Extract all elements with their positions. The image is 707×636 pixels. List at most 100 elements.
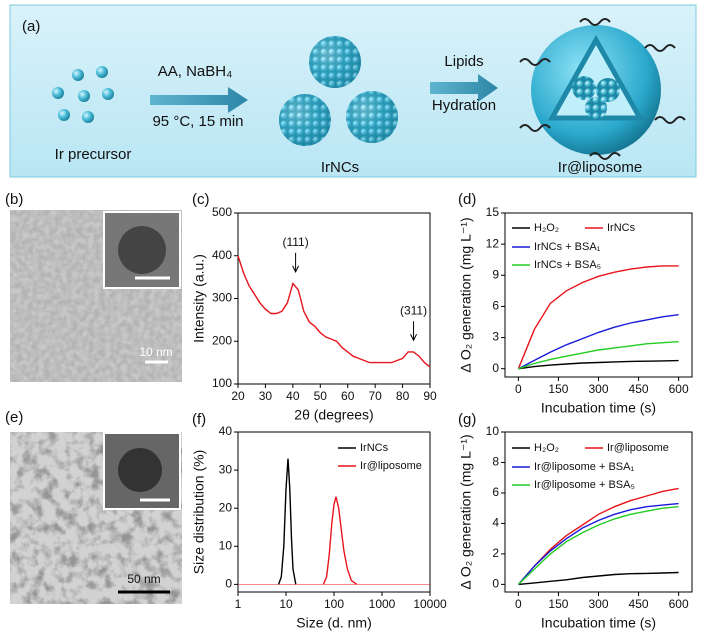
x-tick-label: 450 bbox=[629, 597, 649, 611]
y-tick-label: 0 bbox=[492, 361, 499, 375]
y-tick-label: 3 bbox=[492, 330, 499, 344]
scale-label: 50 nm bbox=[127, 572, 160, 586]
annotation: (311) bbox=[400, 303, 427, 317]
series-line bbox=[517, 502, 679, 585]
y-axis-label: Δ O₂ generation (mg L⁻¹) bbox=[458, 434, 474, 589]
x-tick-label: 80 bbox=[396, 389, 410, 403]
series-line bbox=[517, 487, 679, 585]
y-tick-label: 9 bbox=[492, 267, 499, 281]
series-line bbox=[517, 265, 679, 369]
x-tick-label: 40 bbox=[286, 389, 300, 403]
y-tick-label: 10 bbox=[219, 538, 233, 552]
y-tick-label: 40 bbox=[219, 424, 233, 438]
series-line bbox=[517, 506, 679, 585]
x-tick-label: 0 bbox=[515, 382, 522, 396]
series-line bbox=[518, 314, 679, 370]
legend-label: Ir@liposome + BSA₅ bbox=[534, 479, 635, 491]
x-tick-label: 10 bbox=[279, 597, 293, 611]
x-tick-label: 150 bbox=[548, 597, 568, 611]
y-tick-label: 0 bbox=[492, 577, 499, 591]
x-tick-label: 30 bbox=[259, 389, 273, 403]
x-tick-label: 0 bbox=[515, 597, 522, 611]
y-tick-label: 400 bbox=[212, 248, 232, 262]
item-label: Ir@liposome bbox=[558, 159, 642, 176]
panel-label: (a) bbox=[22, 18, 40, 35]
y-axis-label: Intensity (a.u.) bbox=[191, 254, 207, 343]
x-tick-label: 600 bbox=[669, 597, 689, 611]
y-tick-label: 10 bbox=[486, 424, 500, 438]
y-tick-label: 30 bbox=[219, 462, 233, 476]
y-tick-label: 20 bbox=[219, 500, 233, 514]
plot-frame bbox=[504, 212, 693, 378]
series-line bbox=[518, 341, 679, 370]
x-tick-label: 450 bbox=[629, 382, 649, 396]
nanoclusters bbox=[279, 36, 398, 146]
y-tick-label: 4 bbox=[492, 516, 499, 530]
x-tick-label: 300 bbox=[588, 597, 608, 611]
annotation-arrowhead bbox=[292, 265, 300, 273]
panel-label: (g) bbox=[458, 411, 476, 428]
y-tick-label: 2 bbox=[492, 546, 499, 560]
x-tick-label: 10000 bbox=[413, 597, 447, 611]
x-axis-label: Incubation time (s) bbox=[541, 400, 656, 416]
y-tick-label: 0 bbox=[225, 577, 232, 591]
annotation-arrowhead bbox=[410, 334, 417, 342]
panel-label: (c) bbox=[192, 191, 210, 208]
x-tick-label: 1000 bbox=[369, 597, 396, 611]
y-tick-label: 15 bbox=[486, 205, 500, 219]
x-tick-label: 60 bbox=[341, 389, 355, 403]
x-tick-label: 600 bbox=[669, 382, 689, 396]
legend-label: H₂O₂ bbox=[534, 222, 559, 234]
liposome bbox=[519, 18, 686, 160]
x-tick-label: 90 bbox=[423, 389, 437, 403]
legend-label: IrNCs bbox=[607, 222, 636, 234]
tem-image-e bbox=[10, 432, 182, 604]
tem-image-b bbox=[10, 210, 182, 382]
legend-label: Ir@liposome bbox=[360, 460, 422, 472]
y-axis-label: Δ O₂ generation (mg L⁻¹) bbox=[458, 217, 474, 372]
legend-label: IrNCs + BSA₅ bbox=[534, 259, 601, 271]
x-tick-label: 1 bbox=[235, 597, 242, 611]
series-line bbox=[237, 255, 431, 368]
legend-label: H₂O₂ bbox=[534, 442, 559, 454]
step-text: Lipids bbox=[444, 53, 483, 70]
y-tick-label: 200 bbox=[212, 333, 232, 347]
item-label: Ir precursor bbox=[55, 146, 132, 163]
y-tick-label: 6 bbox=[492, 299, 499, 313]
series-line bbox=[322, 496, 358, 585]
x-axis-label: Size (d. nm) bbox=[296, 615, 371, 631]
y-tick-label: 6 bbox=[492, 485, 499, 499]
step-text: Hydration bbox=[432, 97, 496, 114]
arrow bbox=[430, 74, 498, 102]
x-tick-label: 150 bbox=[548, 382, 568, 396]
x-tick-label: 20 bbox=[231, 389, 245, 403]
y-tick-label: 500 bbox=[212, 205, 232, 219]
y-tick-label: 12 bbox=[486, 236, 500, 250]
x-tick-label: 100 bbox=[324, 597, 344, 611]
x-tick-label: 70 bbox=[368, 389, 382, 403]
panel-label: (b) bbox=[5, 191, 23, 208]
plot-frame bbox=[237, 431, 431, 593]
y-tick-label: 300 bbox=[212, 291, 232, 305]
panel-label: (f) bbox=[192, 411, 206, 428]
x-tick-label: 300 bbox=[588, 382, 608, 396]
x-axis-label: 2θ (degrees) bbox=[294, 407, 373, 423]
y-axis-label: Size distribution (%) bbox=[191, 450, 207, 575]
legend-label: Ir@liposome bbox=[607, 442, 669, 454]
x-axis-label: Incubation time (s) bbox=[541, 615, 656, 631]
legend-label: Ir@liposome + BSA₁ bbox=[534, 461, 634, 473]
item-label: IrNCs bbox=[321, 159, 359, 176]
annotation: (111) bbox=[282, 235, 308, 249]
scale-label: 10 nm bbox=[139, 345, 172, 359]
y-tick-label: 100 bbox=[212, 376, 232, 390]
panel-label: (e) bbox=[5, 409, 23, 426]
series-line bbox=[518, 359, 679, 370]
panel-label: (d) bbox=[458, 191, 476, 208]
precursor-dots bbox=[52, 66, 114, 123]
arrow bbox=[150, 87, 248, 113]
step-text: AA, NaBH₄ bbox=[158, 63, 232, 80]
series-line bbox=[277, 458, 297, 585]
legend-label: IrNCs + BSA₁ bbox=[534, 241, 601, 253]
series-line bbox=[518, 571, 679, 586]
